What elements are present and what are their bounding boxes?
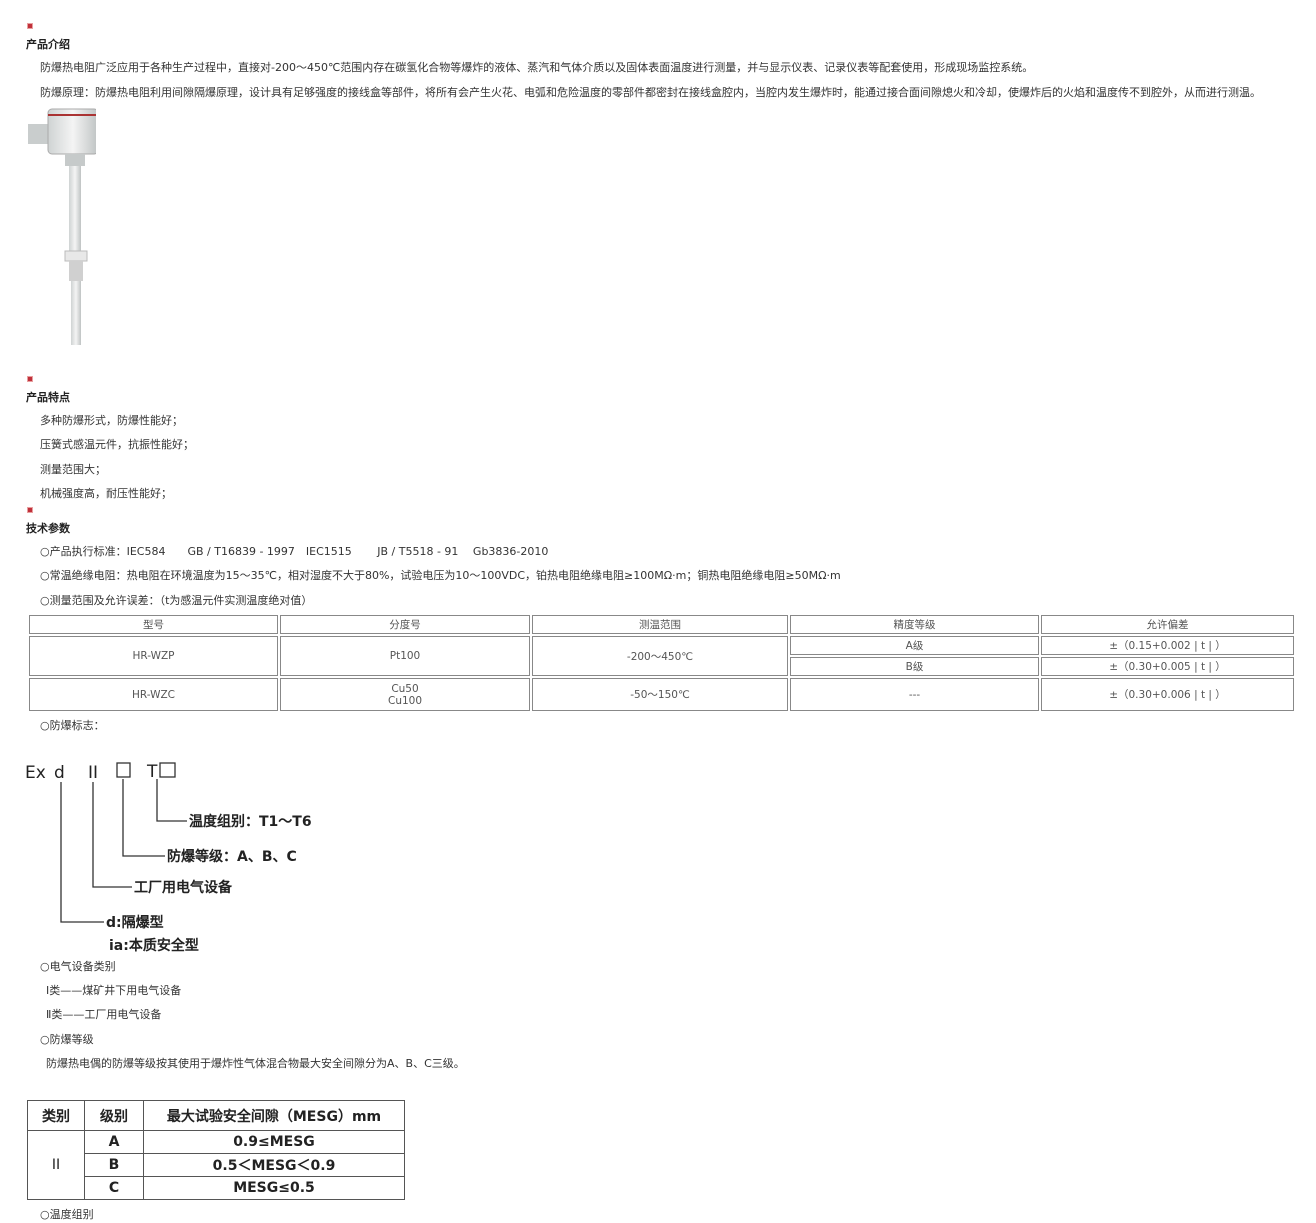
section-title-intro: 产品介绍	[26, 38, 70, 51]
grade-cell: B级	[790, 657, 1039, 676]
feature-item: 机械强度高，耐压性能好；	[40, 487, 172, 500]
temp-group-label: 温度组别：T1～T6	[189, 813, 312, 830]
equipment-label: 工厂用电气设备	[134, 879, 233, 896]
feature-item: 测量范围大；	[40, 463, 106, 476]
level-cell: C	[84, 1176, 144, 1200]
intro-paragraph: 防爆原理：防爆热电阻利用间隙隔爆原理，设计具有足够强度的接线盒等部件，将所有会产…	[40, 86, 1261, 99]
standards-text: ○产品执行标准：IEC584 GB / T16839 - 1997 IEC151…	[40, 545, 549, 558]
tolerance-cell: ±（0.30+0.005 | t | ）	[1041, 657, 1294, 676]
table-row: B 0.5＜MESG＜0.9	[28, 1153, 405, 1177]
code-ex: Ex	[25, 763, 46, 783]
intro-paragraph: 防爆热电阻广泛应用于各种生产过程中，直接对-200～450℃范围内存在碳氢化合物…	[40, 61, 1034, 74]
level-cell: A	[84, 1130, 144, 1154]
grade-label: 防爆等级：A、B、C	[167, 848, 297, 865]
header-cell: 型号	[29, 615, 278, 634]
index-value: Cu100	[387, 694, 423, 707]
category-label: ○电气设备类别	[40, 960, 116, 973]
section-title-features: 产品特点	[26, 391, 70, 404]
type-ia-label: ia:本质安全型	[109, 937, 199, 954]
index-cell: Cu50 Cu100	[280, 678, 530, 711]
table-row: HR-WZP Pt100 -200～450℃ A级 ±（0.15+0.002 |…	[29, 636, 1294, 676]
model-cell: HR-WZC	[29, 678, 278, 711]
header-cell: 类别	[27, 1100, 85, 1131]
mesg-table: 类别 级别 最大试验安全间隙（MESG）mm II A 0.9≤MESG B 0…	[27, 1100, 405, 1200]
table-row: C MESG≤0.5	[28, 1176, 405, 1200]
range-note: ○测量范围及允许误差：（t为感温元件实测温度绝对值）	[40, 594, 313, 607]
range-cell: -200～450℃	[532, 636, 788, 676]
grade-label: ○防爆等级	[40, 1033, 94, 1046]
range-cell: -50～150℃	[532, 678, 788, 711]
spec-table: 型号 分度号 测温范围 精度等级 允许偏差 HR-WZP Pt100 -200～…	[27, 613, 1296, 713]
feature-item: 压簧式感温元件，抗振性能好；	[40, 438, 194, 451]
code-ii: II	[88, 763, 98, 783]
header-cell: 分度号	[280, 615, 530, 634]
category-cell: II	[27, 1130, 85, 1200]
header-cell: 允许偏差	[1041, 615, 1294, 634]
header-cell: 级别	[84, 1100, 144, 1131]
category-item: Ⅰ类——煤矿井下用电气设备	[46, 984, 182, 997]
table-header-row: 型号 分度号 测温范围 精度等级 允许偏差	[29, 615, 1294, 634]
temp-box	[159, 762, 176, 778]
tolerance-cell: ±（0.30+0.006 | t | ）	[1041, 678, 1294, 711]
mesg-cell: 0.9≤MESG	[143, 1130, 405, 1154]
temp-group-section-label: ○温度组别	[40, 1208, 94, 1221]
code-t: T	[146, 762, 158, 782]
model-cell: HR-WZP	[29, 636, 278, 676]
header-cell: 精度等级	[790, 615, 1039, 634]
index-cell: Pt100	[280, 636, 530, 676]
level-cell: B	[84, 1153, 144, 1177]
mesg-cell: MESG≤0.5	[143, 1176, 405, 1200]
grade-cell: ---	[790, 678, 1039, 711]
category-item: Ⅱ类——工厂用电气设备	[46, 1008, 162, 1021]
table-row: B级 ±（0.30+0.005 | t | ）	[29, 657, 1294, 676]
table-row: HR-WZC Cu50 Cu100 -50～150℃ --- ±（0.30+0.0…	[29, 678, 1294, 711]
section-marker-icon	[27, 376, 33, 382]
ex-mark-label: ○防爆标志：	[40, 719, 105, 732]
grade-box	[116, 762, 131, 778]
table-row: II A 0.9≤MESG	[27, 1130, 405, 1200]
header-cell: 最大试验安全间隙（MESG）mm	[143, 1100, 405, 1131]
table-header-row: 类别 级别 最大试验安全间隙（MESG）mm	[27, 1100, 405, 1131]
product-image	[28, 108, 96, 345]
tolerance-cell: ±（0.15+0.002 | t | ）	[1041, 636, 1294, 655]
type-d-label: d:隔爆型	[106, 914, 164, 931]
index-value: Cu50	[391, 682, 419, 695]
feature-item: 多种防爆形式，防爆性能好；	[40, 414, 183, 427]
section-marker-icon	[27, 507, 33, 513]
section-marker-icon	[27, 23, 33, 29]
ex-mark-diagram: Ex d II T 温度组别：T1～T6 防爆等级：A、B、C 工厂用电气设备 …	[25, 762, 312, 954]
insulation-text: ○常温绝缘电阻：热电阻在环境温度为15～35℃，相对湿度不大于80%，试验电压为…	[40, 569, 841, 582]
header-cell: 测温范围	[532, 615, 788, 634]
grade-text: 防爆热电偶的防爆等级按其使用于爆炸性气体混合物最大安全间隙分为A、B、C三级。	[46, 1057, 465, 1070]
grade-cell: A级	[790, 636, 1039, 655]
section-title-tech: 技术参数	[26, 522, 70, 535]
mesg-cell: 0.5＜MESG＜0.9	[143, 1153, 405, 1177]
code-d: d	[54, 763, 65, 783]
